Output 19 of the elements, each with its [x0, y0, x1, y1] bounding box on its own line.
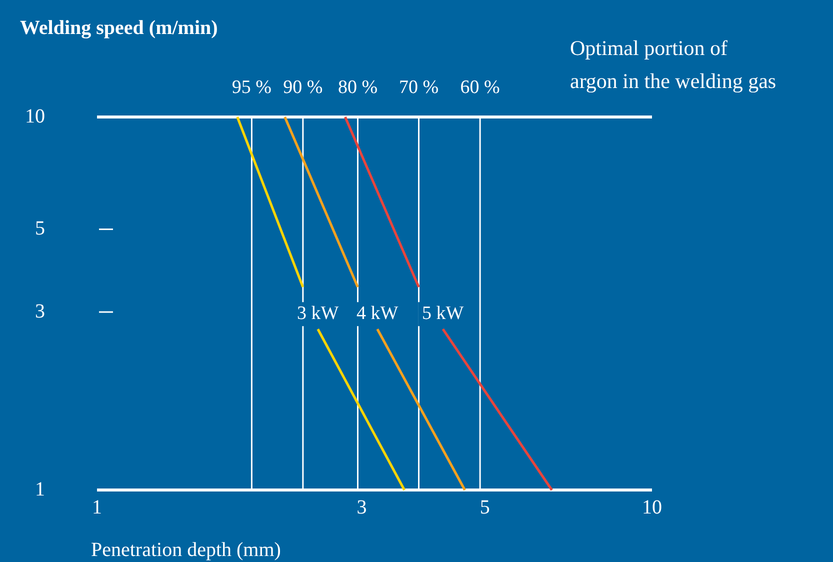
series-label: 3 kW: [297, 303, 339, 324]
y-tick-label: 3: [35, 300, 45, 322]
x-tick-label: 3: [356, 496, 367, 518]
x-tick-label: 5: [480, 496, 490, 518]
y-tick-label: 5: [35, 218, 45, 240]
series-label: 4 kW: [356, 303, 398, 324]
y-tick-label: 1: [35, 478, 45, 500]
y-axis-title: Welding speed (m/min): [20, 17, 218, 39]
series-label: 5 kW: [422, 303, 464, 324]
y-tick-label: 10: [25, 105, 45, 128]
annotation: 60 %: [460, 77, 500, 98]
annotation: 90 %: [283, 77, 323, 98]
x-axis-title: Penetration depth (mm): [91, 539, 281, 561]
annotation: 70 %: [398, 77, 439, 98]
x-tick-label: 10: [642, 496, 662, 518]
annotation: 95 %: [232, 77, 272, 98]
text: Optimal portion of argon in the welding gas: [570, 36, 776, 93]
annotation: 80 %: [338, 77, 378, 98]
x-tick-label: 1: [92, 496, 102, 518]
